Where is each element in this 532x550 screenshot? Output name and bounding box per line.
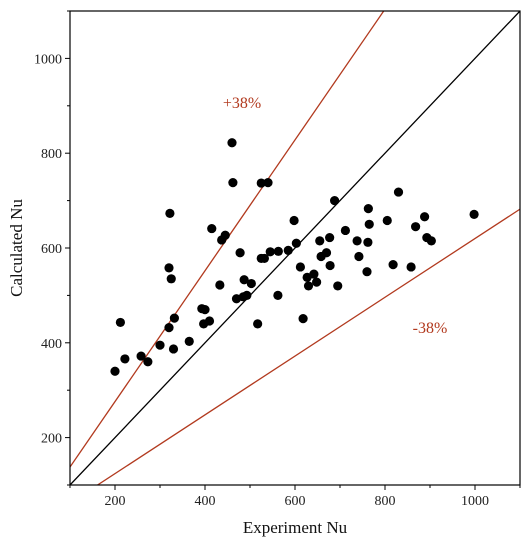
data-point-21 <box>227 138 237 148</box>
y-tick-label: 600 <box>41 242 62 257</box>
data-point-15 <box>200 305 210 315</box>
data-point-7 <box>165 208 175 218</box>
data-point-68 <box>469 209 479 219</box>
data-point-34 <box>265 247 275 257</box>
x-tick-label: 400 <box>195 494 216 509</box>
y-tick-label: 800 <box>41 147 62 162</box>
data-point-8 <box>166 274 176 284</box>
data-point-2 <box>120 354 130 364</box>
data-point-50 <box>325 260 335 271</box>
data-point-6 <box>164 263 174 273</box>
data-point-32 <box>259 253 269 264</box>
x-axis-title: Experiment Nu <box>243 518 348 537</box>
data-point-24 <box>235 248 245 258</box>
reference-line-2 <box>96 208 520 485</box>
data-point-49 <box>325 232 335 243</box>
data-point-9 <box>164 323 174 333</box>
data-point-12 <box>184 336 194 346</box>
data-point-22 <box>228 177 238 188</box>
data-point-62 <box>393 187 404 197</box>
data-point-17 <box>207 223 217 234</box>
data-point-29 <box>253 319 263 329</box>
data-point-27 <box>242 290 252 300</box>
x-tick-label: 200 <box>105 494 126 509</box>
data-point-44 <box>309 269 319 279</box>
reference-line-parity <box>70 11 520 485</box>
data-point-61 <box>388 259 398 270</box>
data-point-33 <box>263 177 273 188</box>
data-point-67 <box>426 236 436 246</box>
data-point-43 <box>303 281 314 291</box>
data-point-36 <box>273 246 283 256</box>
data-point-30 <box>256 178 266 188</box>
y-axis-title: Calculated Nu <box>7 199 26 297</box>
data-point-38 <box>289 215 299 226</box>
data-point-5 <box>155 340 165 350</box>
x-tick-label: 800 <box>375 494 396 509</box>
data-point-40 <box>295 262 305 272</box>
data-point-65 <box>420 212 430 222</box>
data-point-0 <box>110 366 120 376</box>
data-point-63 <box>406 262 416 272</box>
data-point-1 <box>115 317 125 328</box>
data-point-59 <box>364 219 374 229</box>
data-point-41 <box>298 314 308 324</box>
y-tick-label: 400 <box>41 337 62 352</box>
data-point-11 <box>169 313 179 323</box>
data-point-35 <box>273 290 283 300</box>
data-point-64 <box>411 222 421 232</box>
data-point-60 <box>382 215 392 226</box>
data-point-26 <box>239 275 249 285</box>
data-point-53 <box>340 225 350 236</box>
data-point-20 <box>220 230 230 240</box>
data-point-37 <box>283 245 293 255</box>
x-axis-ticks: 200 400 600 800 1000 <box>69 485 521 509</box>
data-point-58 <box>363 204 373 214</box>
data-point-39 <box>291 238 301 248</box>
band-labels: +38% -38% <box>223 95 448 337</box>
data-point-18 <box>215 280 225 290</box>
data-point-54 <box>352 236 362 246</box>
data-point-4 <box>143 357 153 367</box>
data-points <box>110 138 479 376</box>
data-point-3 <box>136 351 146 361</box>
data-point-10 <box>168 344 179 354</box>
y-tick-label: 1000 <box>34 52 62 67</box>
x-tick-label: 1000 <box>461 494 489 509</box>
data-point-45 <box>312 277 322 287</box>
data-point-51 <box>330 196 340 206</box>
data-point-52 <box>333 281 343 291</box>
data-point-48 <box>321 248 332 258</box>
band-label-2: -38% <box>413 320 448 337</box>
data-point-46 <box>315 236 325 246</box>
x-tick-label: 600 <box>285 494 306 509</box>
band-label-1: +38% <box>223 95 261 112</box>
data-point-56 <box>362 267 372 277</box>
y-tick-label: 200 <box>41 432 62 447</box>
y-axis-ticks: 200 400 600 800 1000 <box>34 10 70 486</box>
data-point-28 <box>246 278 256 289</box>
data-point-55 <box>354 251 364 262</box>
data-point-16 <box>204 316 215 326</box>
data-point-57 <box>363 237 373 247</box>
